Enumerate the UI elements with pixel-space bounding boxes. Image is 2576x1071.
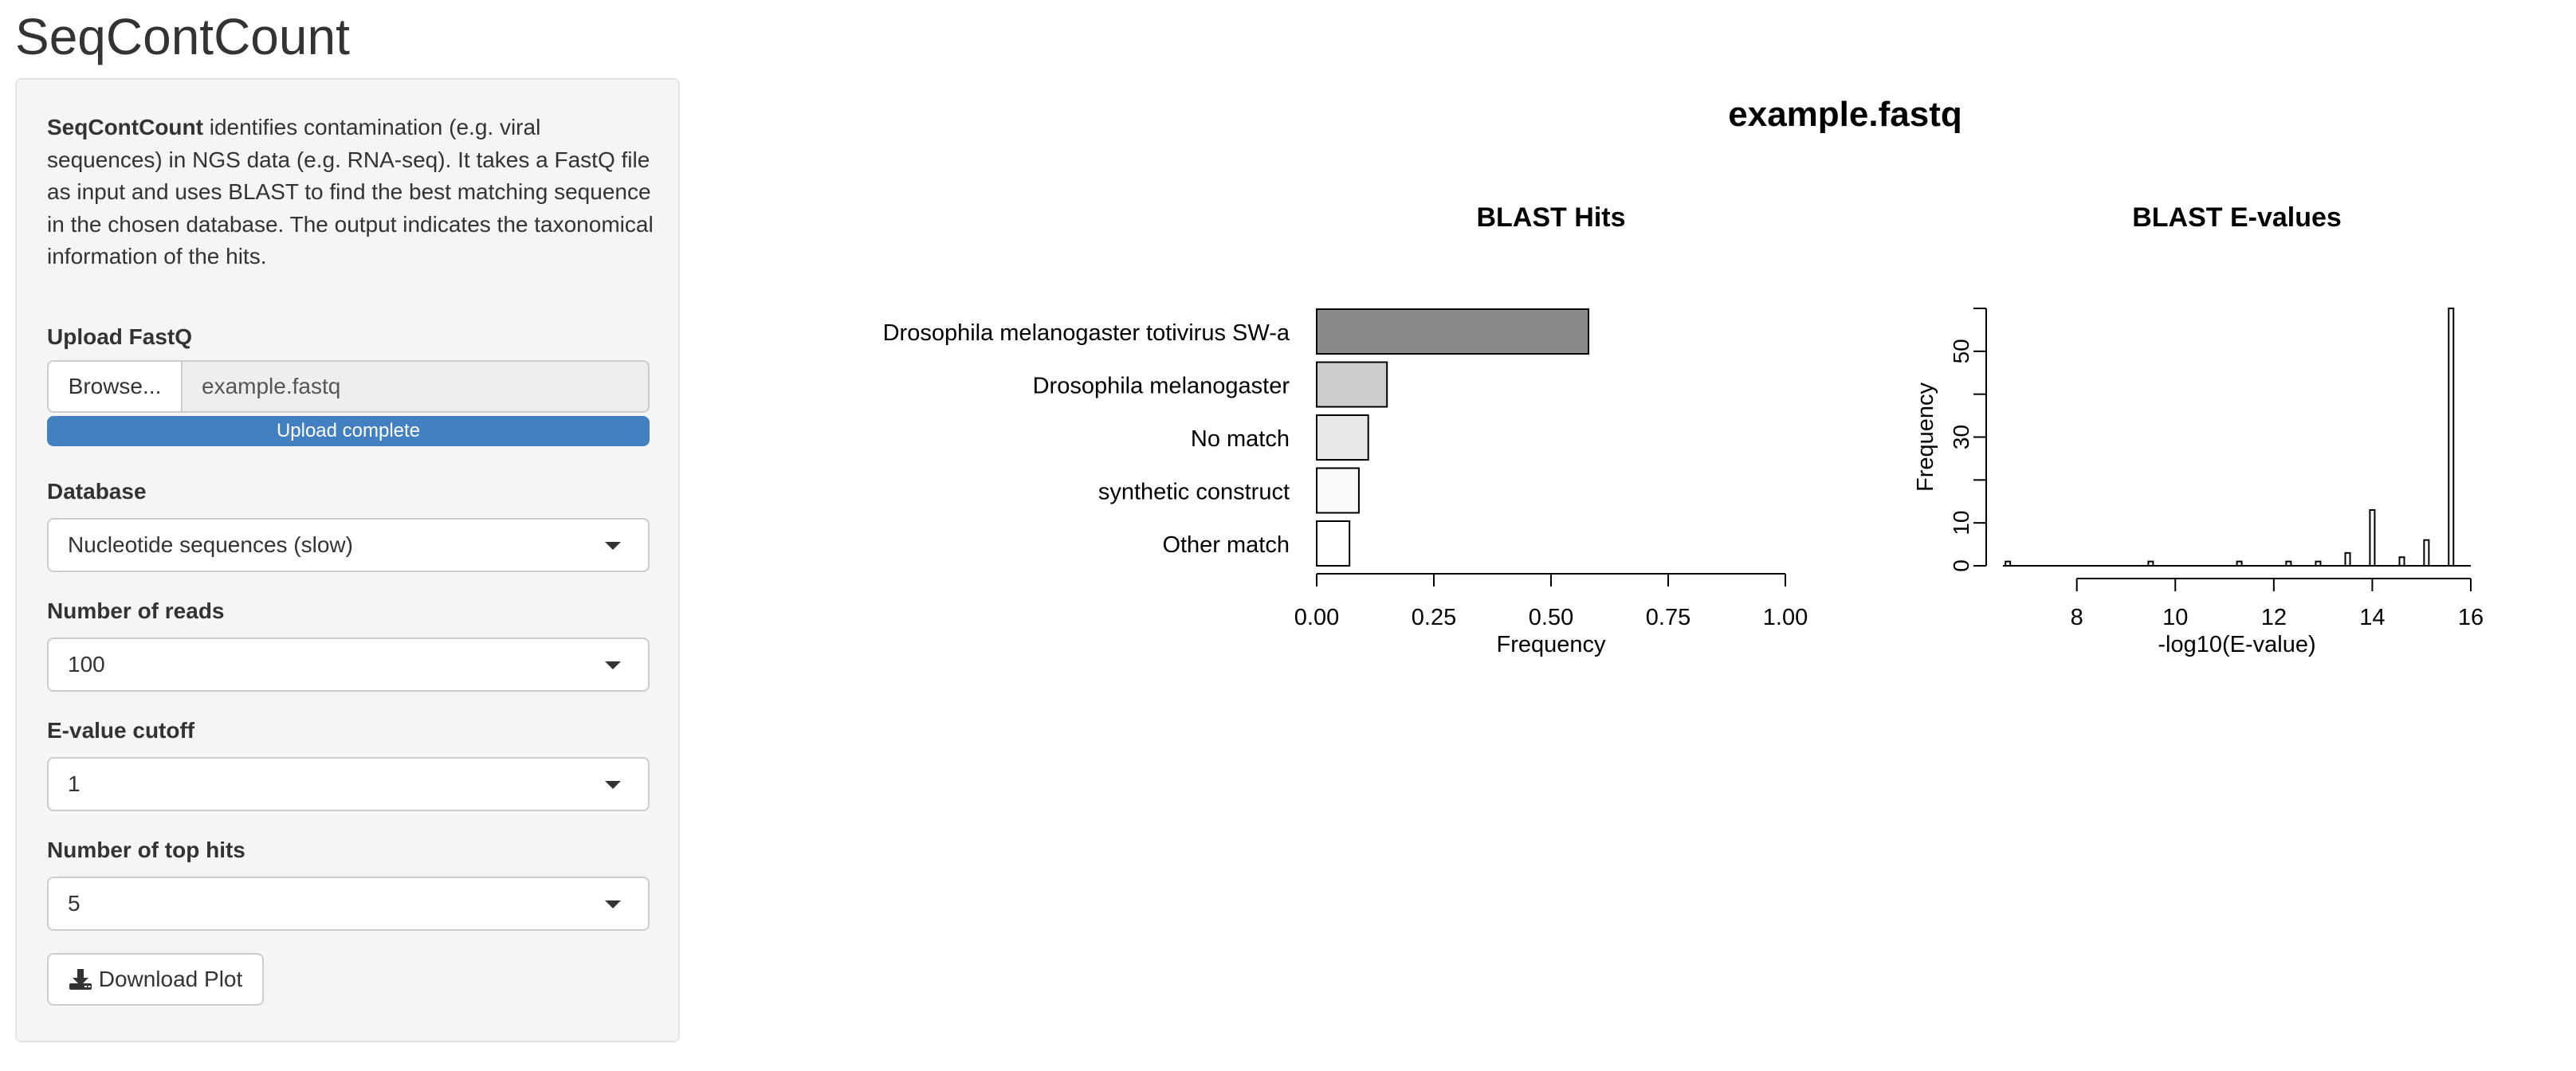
- x-tick-label: 10: [2162, 605, 2188, 630]
- blast-plot: example.fastq BLAST Hits Drosophila melan…: [883, 95, 2484, 657]
- bar: [1316, 414, 1369, 461]
- top-hits-select[interactable]: 5: [47, 877, 650, 931]
- x-tick-label: 0.75: [1646, 605, 1690, 630]
- evalue-cutoff-selected-value: 1: [68, 771, 80, 796]
- description-app-name: SeqContCount: [47, 115, 203, 139]
- histogram-bar: [2398, 556, 2405, 567]
- blast-evalues-chart: BLAST E-values 0 10 30 50 Frequency 8 10 12 14 16 -…: [1913, 202, 2484, 657]
- num-reads-label: Number of reads: [47, 598, 225, 623]
- x-tick-label: 16: [2458, 605, 2484, 630]
- num-reads-select[interactable]: 100: [47, 638, 650, 692]
- chevron-down-icon: [605, 900, 621, 908]
- bar: [1316, 467, 1360, 514]
- download-plot-label: Download Plot: [98, 967, 243, 991]
- num-reads-selected-value: 100: [68, 652, 105, 677]
- blast-hits-chart: BLAST Hits Drosophila melanogaster totivi…: [883, 202, 1808, 657]
- category-label: Drosophila melanogaster: [1033, 374, 1290, 399]
- plot-main-title: example.fastq: [1728, 95, 1961, 134]
- histogram-bar: [2423, 539, 2430, 567]
- y-tick-label: 50: [1949, 339, 1973, 363]
- x-tick-label: 12: [2261, 605, 2287, 630]
- bar: [1316, 361, 1388, 408]
- browse-button[interactable]: Browse...: [47, 360, 183, 413]
- download-icon: [69, 969, 92, 990]
- database-label: Database: [47, 479, 147, 504]
- histogram-bar: [2344, 551, 2351, 567]
- histogram-bar: [2448, 308, 2455, 567]
- app-description: SeqContCount identifies contamination (e…: [47, 112, 661, 273]
- y-tick-label: 0: [1949, 559, 1973, 572]
- upload-filename-field: example.fastq: [181, 360, 650, 413]
- download-plot-button[interactable]: Download Plot: [47, 953, 264, 1006]
- upload-label: Upload FastQ: [47, 324, 193, 349]
- chart-title: BLAST Hits: [1477, 202, 1626, 233]
- y-tick-label: 30: [1949, 425, 1973, 449]
- top-hits-label: Number of top hits: [47, 838, 245, 862]
- y-tick-label: 10: [1949, 511, 1973, 536]
- chevron-down-icon: [605, 542, 621, 550]
- description-text: identifies contamination (e.g. viral seq…: [47, 115, 654, 269]
- x-axis-label: -log10(E-value): [2158, 632, 2315, 657]
- x-tick-label: 0.50: [1529, 605, 1573, 630]
- evalue-cutoff-label: E-value cutoff: [47, 718, 195, 743]
- database-select[interactable]: Nucleotide sequences (slow): [47, 518, 650, 572]
- app-title: SeqContCount: [15, 8, 350, 65]
- x-axis-label: Frequency: [1496, 632, 1606, 657]
- y-axis-label: Frequency: [1913, 382, 1938, 492]
- category-label: Drosophila melanogaster totivirus SW-a: [883, 320, 1290, 346]
- chart-title: BLAST E-values: [2132, 202, 2342, 233]
- x-tick-label: 1.00: [1763, 605, 1808, 630]
- bar: [1316, 520, 1351, 567]
- x-tick-label: 8: [2071, 605, 2083, 630]
- database-selected-value: Nucleotide sequences (slow): [68, 532, 353, 557]
- x-tick-label: 14: [2359, 605, 2385, 630]
- category-label: Other match: [1162, 532, 1290, 558]
- top-hits-selected-value: 5: [68, 891, 80, 916]
- x-tick-label: 0.25: [1412, 605, 1456, 630]
- sidebar-panel: SeqContCount identifies contamination (e…: [15, 78, 680, 1042]
- upload-progress-bar: Upload complete: [47, 416, 650, 446]
- category-label: synthetic construct: [1098, 480, 1290, 505]
- x-tick-label: 0.00: [1294, 605, 1339, 630]
- chevron-down-icon: [605, 781, 621, 789]
- upload-progress: Upload complete: [47, 416, 650, 446]
- chevron-down-icon: [605, 661, 621, 669]
- category-label: No match: [1191, 426, 1290, 452]
- bar: [1316, 308, 1590, 355]
- histogram-bar: [2369, 509, 2376, 567]
- evalue-cutoff-select[interactable]: 1: [47, 757, 650, 811]
